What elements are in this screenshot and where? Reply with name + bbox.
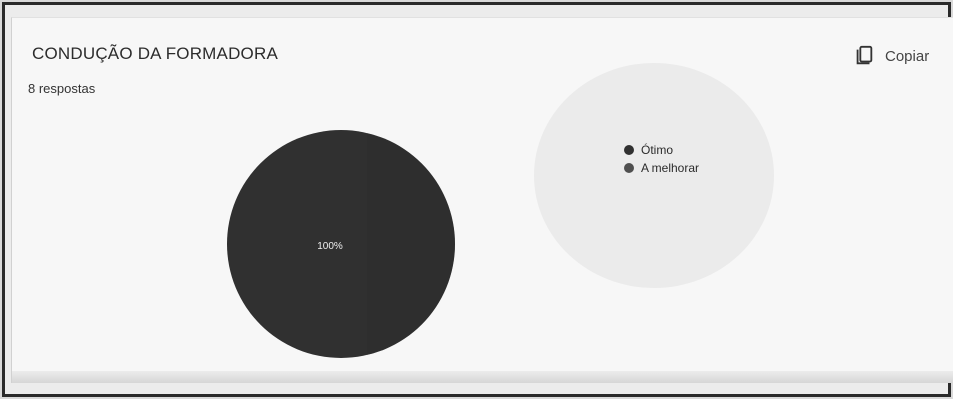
legend-swatch-otimo bbox=[624, 145, 634, 155]
page-title: CONDUÇÃO DA FORMADORA bbox=[32, 44, 278, 63]
copy-label: Copiar bbox=[885, 47, 930, 65]
pie-slice-otimo bbox=[227, 130, 455, 358]
legend-item-otimo: Ótimo bbox=[624, 141, 699, 159]
copy-icon bbox=[856, 45, 873, 65]
pie-data-label: 100% bbox=[317, 241, 343, 252]
faded-background-circle bbox=[534, 63, 774, 288]
legend-label-a-melhorar: A melhorar bbox=[641, 161, 700, 175]
copy-button[interactable]: Copiar bbox=[853, 42, 953, 70]
chart-legend: Ótimo A melhorar bbox=[624, 141, 699, 177]
legend-label-otimo: Ótimo bbox=[641, 143, 674, 157]
legend-item-a-melhorar: A melhorar bbox=[624, 159, 699, 177]
chart-card: CONDUÇÃO DA FORMADORA 8 respostas Copiar… bbox=[11, 17, 953, 383]
pie-chart: 100% bbox=[227, 130, 456, 358]
pie-slice-shadow bbox=[367, 133, 456, 355]
card-bottom-shade bbox=[12, 371, 953, 383]
response-count: 8 respostas bbox=[28, 81, 96, 96]
legend-swatch-a-melhorar bbox=[624, 163, 634, 173]
